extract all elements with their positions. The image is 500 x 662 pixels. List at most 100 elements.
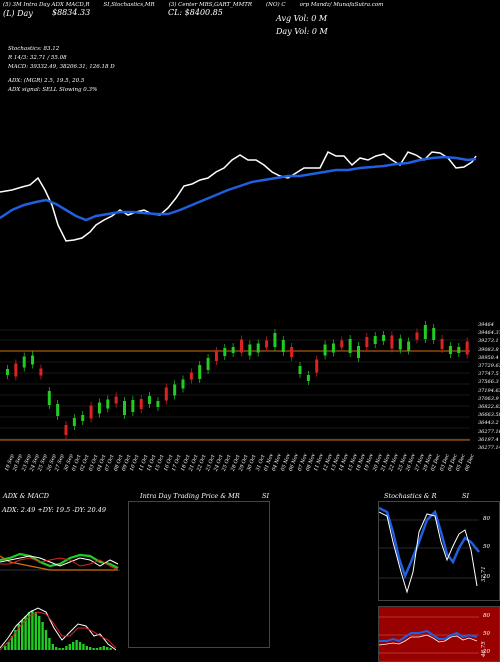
candle-body: [181, 379, 185, 389]
header-title-4: (NO) C: [266, 2, 286, 8]
candle-body: [22, 356, 26, 368]
macd-bar: [106, 647, 109, 650]
candle-body: [448, 346, 452, 354]
price-axis-label: 37566.3: [478, 379, 499, 386]
candle-body: [106, 399, 110, 409]
candle-body: [189, 372, 193, 380]
macd-bar: [41, 622, 44, 650]
candle-body: [214, 351, 218, 361]
candle-body: [14, 363, 18, 377]
avg-volume: Avg Vol: 0 M: [276, 14, 328, 23]
candle-body: [265, 340, 269, 348]
stoch-title-si: SI: [462, 492, 470, 500]
adx-signal-text: ADX signal: SELL Slowing 0.3%: [8, 87, 98, 93]
stoch-value: 32.71: [481, 566, 487, 582]
candle-body: [415, 332, 419, 340]
candle-body: [432, 328, 436, 340]
header-line: (5) 3M Intra Day ADX MACD,R SI,Stochasti…: [3, 2, 497, 9]
rsi-axis-50: 50: [483, 631, 490, 637]
intraday-panel: [128, 501, 270, 648]
candle-body: [373, 336, 377, 344]
stoch-axis-50: 50: [483, 544, 490, 550]
candle-body: [281, 340, 285, 352]
intraday-title-si: SI: [262, 492, 270, 500]
macd-bar: [75, 640, 78, 650]
macd-bar: [51, 644, 54, 650]
candle-body: [72, 418, 76, 426]
candle-body: [331, 343, 335, 353]
candles: [6, 321, 469, 439]
macd-bar: [89, 647, 92, 650]
macd-bar: [65, 646, 68, 650]
candle-body: [139, 399, 143, 409]
rsi-value: 48.75: [481, 641, 487, 657]
candle-body: [357, 346, 360, 358]
macd-bar: [68, 644, 71, 650]
macd-bar: [14, 630, 17, 650]
candle-body: [206, 358, 210, 370]
price-axis-label: 39464: [478, 322, 494, 328]
candle-body: [47, 391, 51, 405]
candle-body: [64, 425, 68, 435]
macd-bar: [109, 648, 112, 650]
candle-body: [323, 344, 327, 356]
day-volume: Day Vol: 0 M: [276, 27, 328, 36]
candle-body: [114, 396, 118, 404]
header-title-2: SI,Stochastics,MR: [103, 2, 155, 8]
candle-body: [148, 396, 152, 404]
stoch-axis-80: 80: [483, 516, 490, 522]
header-title-3: (3) Center MRS,GART_MMTR: [168, 2, 253, 8]
price-axis-label: 36197.4: [478, 436, 499, 443]
candle-body: [390, 335, 394, 349]
adx-values: ADX: 2.49 +DY: 19.5 -DY: 20.49: [2, 506, 107, 514]
intraday-title: Intra Day Trading Price & MR: [140, 492, 240, 500]
price-axis-label: 37063.9: [478, 395, 499, 402]
macd-bar: [27, 612, 31, 650]
price-axis-label: 39464.37: [478, 330, 500, 337]
candle-body: [457, 347, 461, 353]
macd-bar: [44, 630, 48, 650]
price-axis-label: 37194.63: [478, 387, 500, 394]
rsi-axis-80: 80: [483, 613, 490, 619]
date-axis: 19 Sep 20 Sep 23 Sep 24 Sep 25 Sep 26 Sep 27 S…: [0, 448, 476, 488]
candle-body: [407, 341, 411, 351]
macd-bar: [92, 648, 95, 650]
header-day-value: $8834.33: [52, 8, 91, 17]
candle-body: [164, 387, 168, 401]
header-title-1: (5) 3M Intra Day ADX MACD,R: [3, 2, 90, 8]
price-axis-label: 36443.2: [478, 420, 499, 427]
header-title-5: orp Mandz/ MunafaSutra.com: [299, 2, 384, 8]
adx-macd-chart: [0, 552, 120, 651]
macd-bar: [31, 610, 34, 650]
macd-bar: [99, 647, 102, 650]
candle-body: [382, 335, 386, 341]
candle-body: [223, 348, 227, 356]
macd-bar: [85, 646, 88, 650]
price-axis-label: 37747.5: [478, 371, 499, 378]
candle-body: [123, 401, 126, 415]
candle-body: [173, 384, 177, 396]
candle-body: [256, 343, 260, 353]
candle-body: [89, 405, 93, 419]
price-axis-label: 36277.16: [478, 428, 500, 435]
candle-body: [131, 400, 135, 412]
candle-body: [97, 402, 101, 414]
candle-body: [365, 337, 369, 347]
candle-body: [348, 339, 352, 353]
macd-bar: [4, 646, 7, 650]
stoch-axis-20: 20: [483, 574, 490, 580]
candle-body: [315, 359, 319, 373]
macd-bar: [21, 620, 24, 650]
rsi-panel: 80 50 20 48.75: [378, 606, 500, 662]
price-axis-label: 38958.4: [478, 354, 499, 361]
macd-bar: [95, 648, 99, 650]
r-text: R 14/3: 32.71 / 55.08: [8, 55, 67, 61]
candle-body: [240, 339, 243, 353]
stoch-panel: 80 50 20 32.71: [378, 501, 500, 601]
candle-body: [198, 365, 202, 379]
candle-body: [231, 347, 235, 353]
candle-body: [31, 355, 35, 365]
stoch-title: Stochastics & R: [384, 492, 437, 500]
candle-body: [423, 325, 427, 339]
macd-bar: [38, 616, 41, 650]
